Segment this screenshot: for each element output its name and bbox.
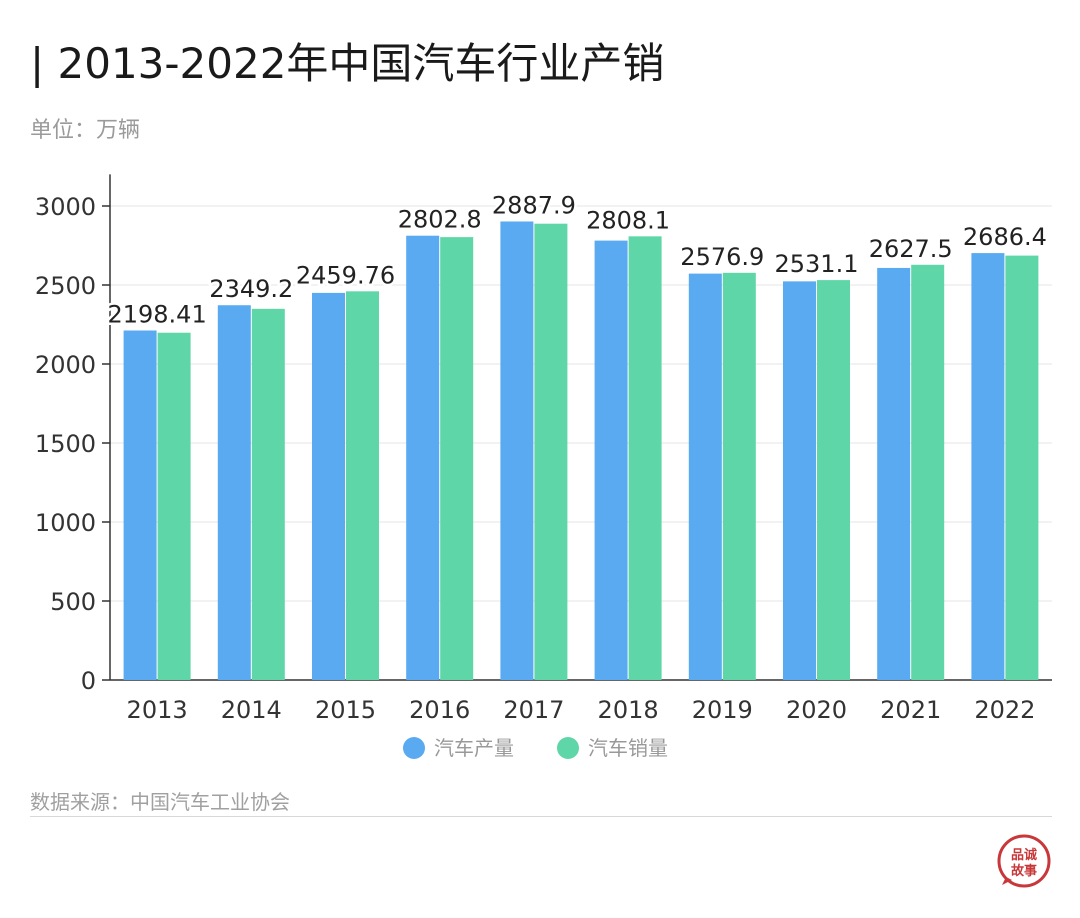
page-title: | 2013-2022年中国汽车行业产销 [30,39,665,88]
x-tick-label: 2020 [786,696,847,724]
bar-production [312,292,345,680]
y-tick-label: 500 [50,588,96,616]
data-label: 2349.2 [209,275,293,303]
data-label: 2802.8 [398,206,482,234]
brand-logo: 品诚 故事 [997,834,1051,888]
x-tick-label: 2021 [880,696,941,724]
bar-sales [157,332,191,680]
bar-sales [1005,255,1039,680]
x-tick-label: 2022 [974,696,1035,724]
data-label: 2576.9 [680,243,764,271]
source-note: 数据来源：中国汽车工业协会 [30,790,290,814]
bar-production [500,221,534,680]
x-tick-label: 2019 [692,696,753,724]
unit-label: 单位：万辆 [30,118,141,143]
bar-sales [534,223,568,681]
divider [30,816,1052,817]
data-label: 2459.76 [296,261,395,289]
bar-sales [251,308,285,680]
data-label: 2198.41 [107,301,206,329]
bar-sales [440,237,474,680]
data-label: 2531.1 [775,250,859,278]
y-tick-label: 1500 [35,430,96,458]
legend-label-sales: 汽车销量 [588,736,668,760]
bar-sales [628,236,662,680]
y-tick-label: 0 [81,667,96,695]
x-tick-label: 2018 [598,696,659,724]
legend-label-production: 汽车产量 [434,736,514,760]
bar-production [406,235,440,681]
bar-sales [346,291,379,680]
svg-text:故事: 故事 [1011,863,1037,879]
legend-marker-production [403,737,425,759]
bar-production [594,240,628,681]
y-tick-label: 2500 [35,272,96,300]
bar-production [877,267,911,680]
bar-production [217,305,251,680]
bar-production [783,281,816,680]
y-tick-label: 2000 [35,351,96,379]
bar-sales [817,280,850,680]
x-tick-label: 2014 [221,696,282,724]
x-tick-label: 2015 [315,696,376,724]
bar-production [123,330,157,680]
data-label: 2808.1 [586,206,670,234]
bar-sales [722,272,756,680]
x-tick-label: 2017 [503,696,564,724]
x-tick-label: 2016 [409,696,470,724]
bar-chart: 0 500 1000 1500 2000 2500 3000 2198.41 2013 2349.… [35,174,1052,760]
data-label: 2627.5 [869,235,953,263]
bar-production [688,273,722,680]
y-tick-label: 1000 [35,509,96,537]
bar-production [971,253,1005,681]
svg-text:品诚: 品诚 [1011,847,1037,863]
data-label: 2686.4 [963,223,1047,251]
bar-sales [911,264,945,680]
data-label: 2887.9 [492,191,576,219]
y-tick-label: 3000 [35,193,96,221]
legend-marker-sales [557,737,579,759]
x-tick-label: 2013 [127,696,188,724]
